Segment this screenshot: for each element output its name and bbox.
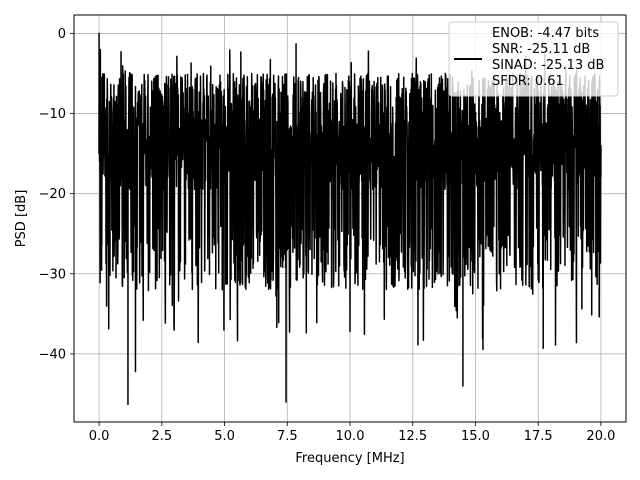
- x-axis-ticks: 0.0 2.5 5.0 7.5 10.0 12.5 15.0 17.5 20.0: [89, 422, 615, 444]
- y-tick-label: −30: [39, 267, 66, 282]
- x-tick-label: 10.0: [336, 429, 365, 444]
- y-axis-ticks: 0 −10 −20 −30 −40: [39, 27, 74, 362]
- y-tick-label: −10: [39, 107, 66, 122]
- x-tick-label: 15.0: [461, 429, 490, 444]
- x-tick-label: 5.0: [214, 429, 235, 444]
- legend-entry: ENOB: -4.47 bits SNR: -25.11 dB SINAD: -25…: [492, 26, 604, 89]
- y-axis-label: PSD [dB]: [14, 190, 29, 248]
- y-tick-label: 0: [58, 27, 66, 42]
- series-group: [98, 32, 602, 406]
- legend-line: SFDR: 0.61: [492, 74, 564, 89]
- psd-series-line: [98, 32, 602, 406]
- legend-line: SNR: -25.11 dB: [492, 42, 590, 57]
- x-tick-label: 7.5: [277, 429, 298, 444]
- legend-box: [448, 21, 619, 97]
- x-axis-label: Frequency [MHz]: [295, 451, 404, 466]
- legend-line: ENOB: -4.47 bits: [492, 26, 599, 41]
- legend: ENOB: -4.47 bits SNR: -25.11 dB SINAD: -25…: [448, 21, 619, 97]
- y-tick-label: −40: [39, 347, 66, 362]
- x-tick-label: 17.5: [524, 429, 553, 444]
- x-tick-label: 2.5: [151, 429, 172, 444]
- x-tick-label: 20.0: [586, 429, 615, 444]
- legend-line: SINAD: -25.13 dB: [492, 58, 604, 73]
- x-tick-label: 12.5: [398, 429, 427, 444]
- x-tick-label: 0.0: [89, 429, 110, 444]
- y-tick-label: −20: [39, 187, 66, 202]
